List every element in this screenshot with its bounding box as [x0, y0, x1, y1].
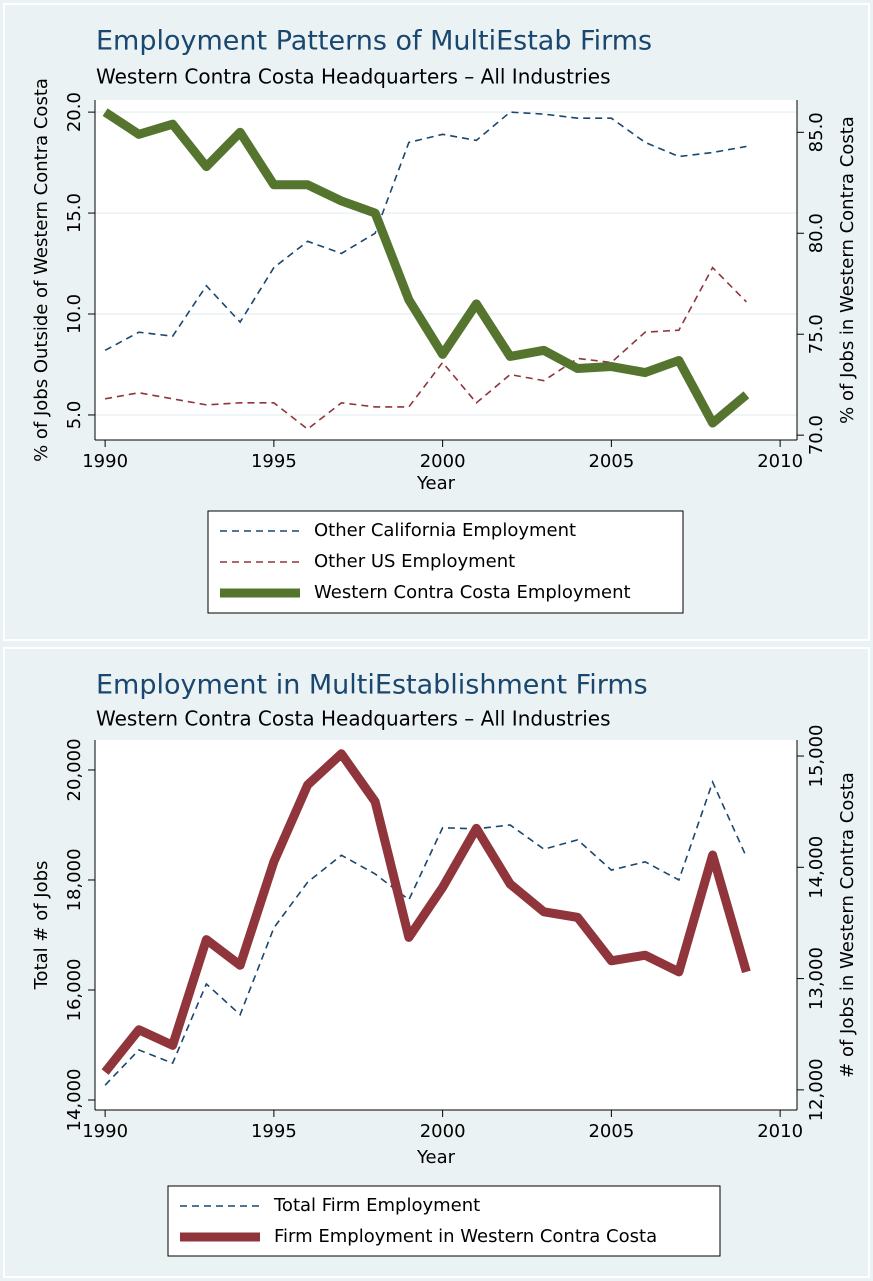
line-series: [104, 266, 747, 431]
chart-title: Employment Patterns of MultiEstab Firms: [96, 26, 652, 57]
x-tick-label: 1990: [82, 1121, 128, 1142]
x-axis-title: Year: [416, 473, 456, 494]
line-series: [101, 749, 751, 1075]
y-tick-label: 5.0: [64, 401, 85, 430]
y-tick-label: 10.0: [64, 294, 85, 334]
plot-area: [95, 740, 797, 1110]
x-tick-label: 2000: [420, 451, 466, 472]
chart-title: Employment in MultiEstablishment Firms: [96, 670, 648, 701]
legend: [167, 1185, 721, 1257]
y2-tick-label: 12,000: [806, 1058, 827, 1121]
line-series: [102, 108, 750, 428]
y-tick-label: 14,000: [64, 1068, 85, 1131]
y-tick-label: 16,000: [64, 958, 85, 1021]
y2-axis-title: % of Jobs in Western Contra Costa: [837, 116, 858, 424]
x-tick-label: 2010: [757, 1121, 803, 1142]
line-series: [104, 111, 747, 352]
y2-tick-label: 15,000: [806, 725, 827, 788]
x-tick-label: 2010: [757, 451, 803, 472]
chart-subtitle: Western Contra Costa Headquarters – All …: [96, 65, 611, 89]
legend-label: Firm Employment in Western Contra Costa: [274, 1226, 657, 1247]
y-tick-label: 20,000: [64, 738, 85, 801]
chart-subtitle: Western Contra Costa Headquarters – All …: [96, 707, 611, 731]
x-tick-label: 1995: [251, 1121, 297, 1142]
legend-label: Other California Employment: [314, 520, 576, 541]
x-axis-title: Year: [416, 1147, 456, 1168]
y-axis-title: Total # of Jobs: [31, 861, 52, 991]
y2-tick-label: 70.0: [806, 415, 827, 455]
y-tick-label: 15.0: [64, 193, 85, 233]
y2-tick-label: 85.0: [806, 112, 827, 152]
line-series: [104, 779, 748, 1086]
y-tick-label: 18,000: [64, 848, 85, 911]
x-tick-label: 2005: [588, 1121, 634, 1142]
x-tick-label: 1995: [251, 451, 297, 472]
y2-tick-label: 75.0: [806, 314, 827, 354]
y2-axis-title: # of Jobs in Western Contra Costa: [837, 772, 858, 1078]
y-tick-label: 20.0: [64, 92, 85, 132]
y2-tick-label: 14,000: [806, 836, 827, 899]
x-tick-label: 2000: [420, 1121, 466, 1142]
y2-tick-label: 13,000: [806, 947, 827, 1010]
legend-label: Other US Employment: [314, 551, 515, 572]
x-tick-label: 1990: [82, 451, 128, 472]
legend-label: Total Firm Employment: [273, 1195, 480, 1216]
y2-tick-label: 80.0: [806, 213, 827, 253]
legend-label: Western Contra Costa Employment: [314, 582, 631, 603]
x-tick-label: 2005: [588, 451, 634, 472]
y-axis-title: % of Jobs Outside of Western Contra Cost…: [31, 78, 52, 462]
